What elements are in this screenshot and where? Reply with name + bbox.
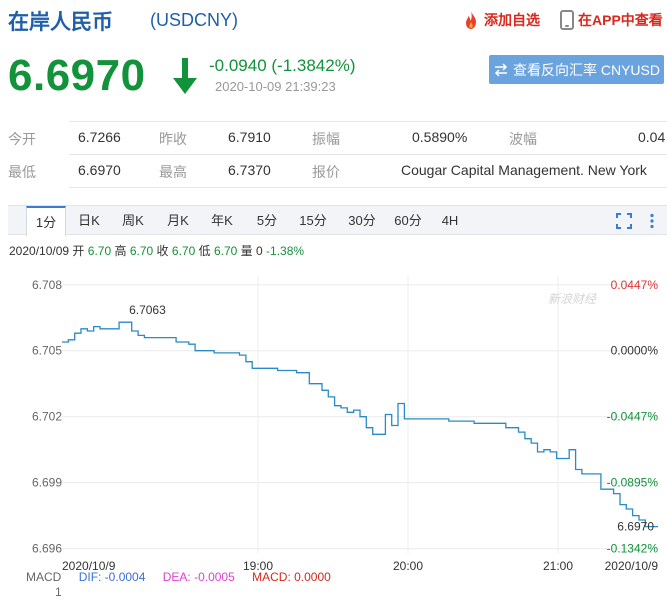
pct-tick-label: 0.0447% xyxy=(611,278,659,292)
macd-title: MACD xyxy=(26,570,62,584)
tab-60min[interactable]: 60分 xyxy=(394,213,422,228)
high-value: 6.7370 xyxy=(228,162,271,178)
tab-monthly-k[interactable]: 月K xyxy=(167,213,189,228)
more-options-icon[interactable] xyxy=(644,213,660,229)
macd-axis-tick: 1 xyxy=(55,585,62,599)
add-favorite-label: 添加自选 xyxy=(484,12,540,28)
info-open: 6.70 xyxy=(87,244,112,258)
price-line xyxy=(62,321,658,528)
y-tick-label: 6.705 xyxy=(32,344,62,358)
header: 在岸人民币 (USDCNY) 添加自选 在APP中查看 xyxy=(0,0,667,40)
low-label: 最低 xyxy=(8,164,36,180)
quoter-value: Cougar Capital Management. New York xyxy=(401,162,647,178)
prev-close-label: 昨收 xyxy=(159,131,187,147)
divider xyxy=(69,187,667,188)
reverse-rate-button[interactable]: 查看反向汇率 CNYUSD xyxy=(489,55,664,84)
quoter-label: 报价 xyxy=(312,164,340,180)
open-value: 6.7266 xyxy=(78,129,121,145)
view-in-app-button[interactable]: 在APP中查看 xyxy=(560,10,663,30)
fullscreen-icon[interactable] xyxy=(616,213,632,229)
max-value-label: 6.7063 xyxy=(129,303,166,317)
tab-1min[interactable]: 1分 xyxy=(26,206,66,236)
macd-dif: DIF: -0.0004 xyxy=(78,570,146,584)
info-volume: 0 xyxy=(256,244,263,258)
divider xyxy=(69,121,667,122)
info-open-label: 开 xyxy=(72,244,85,258)
open-label: 今开 xyxy=(8,131,36,147)
macd-dea: DEA: -0.0005 xyxy=(162,570,235,584)
sina-watermark: 新浪财经 xyxy=(548,292,598,306)
info-high-label: 高 xyxy=(114,244,127,258)
info-pct: -1.38% xyxy=(266,244,305,258)
price-chart[interactable]: 6.708 6.705 6.702 6.699 6.696 0.0447% 0.0000% -… xyxy=(0,258,667,570)
tab-daily-k[interactable]: 日K xyxy=(78,213,100,228)
tab-weekly-k[interactable]: 周K xyxy=(122,213,144,228)
high-label: 最高 xyxy=(159,164,187,180)
tab-yearly-k[interactable]: 年K xyxy=(211,213,233,228)
y-tick-label: 6.696 xyxy=(32,542,62,556)
x-tick-label: 21:00 xyxy=(543,559,573,570)
x-tick-label: 2020/10/9 xyxy=(605,559,659,570)
info-date: 2020/10/09 xyxy=(9,244,70,258)
y-tick-label: 6.702 xyxy=(32,410,62,424)
view-in-app-label: 在APP中查看 xyxy=(578,12,663,28)
pct-tick-label: -0.1342% xyxy=(607,542,659,556)
tab-5min[interactable]: 5分 xyxy=(256,213,278,228)
page-title: 在岸人民币 xyxy=(8,11,113,34)
tab-4h[interactable]: 4H xyxy=(441,213,459,228)
x-tick-label: 2020/10/9 xyxy=(62,559,116,570)
info-high: 6.70 xyxy=(129,244,154,258)
y-tick-label: 6.708 xyxy=(32,278,62,292)
divider xyxy=(69,154,667,155)
pct-tick-label: -0.0895% xyxy=(607,476,659,490)
volatility-value: 0.04 xyxy=(638,129,666,145)
tab-15min[interactable]: 15分 xyxy=(299,213,327,228)
symbol-code: (USDCNY) xyxy=(150,10,238,30)
info-close-label: 收 xyxy=(156,244,169,258)
quote-row: 最低 6.6970 最高 6.7370 报价 Cougar Capital Ma… xyxy=(0,162,667,193)
amplitude-value: 0.5890% xyxy=(412,129,468,145)
swap-arrows-icon xyxy=(494,62,508,77)
x-tick-label: 20:00 xyxy=(393,559,423,570)
ohlc-info: 2020/10/09 开 6.70 高 6.70 收 6.70 低 6.70 量… xyxy=(9,242,304,259)
low-value: 6.6970 xyxy=(78,162,121,178)
prev-close-value: 6.7910 xyxy=(228,129,271,145)
down-arrow-icon xyxy=(173,58,197,94)
pct-tick-label: 0.0000% xyxy=(611,344,659,358)
volatility-label: 波幅 xyxy=(509,131,537,147)
reverse-rate-label: 查看反向汇率 CNYUSD xyxy=(512,61,660,78)
macd-legend: MACD DIF: -0.0004 DEA: -0.0005 MACD: 0.0… xyxy=(26,570,345,584)
tab-30min[interactable]: 30分 xyxy=(348,213,376,228)
info-volume-label: 量 xyxy=(240,244,253,258)
add-favorite-button[interactable]: 添加自选 xyxy=(462,10,540,30)
macd-value: MACD: 0.0000 xyxy=(252,570,331,584)
last-value-label: 6.6970 xyxy=(617,520,654,534)
quote-row: 今开 6.7266 昨收 6.7910 振幅 0.5890% 波幅 0.04 xyxy=(0,129,667,160)
pct-tick-label: -0.0447% xyxy=(607,410,659,424)
y-tick-label: 6.699 xyxy=(32,476,62,490)
current-price: 6.6970 xyxy=(8,51,146,100)
price-change: -0.0940 (-1.3842%) xyxy=(209,56,356,75)
fire-icon xyxy=(466,11,476,29)
quote-timestamp: 2020-10-09 21:39:23 xyxy=(215,79,336,94)
chart-period-tabs: 1分 日K 周K 月K 年K 5分 15分 30分 60分 4H xyxy=(8,205,667,236)
phone-icon xyxy=(560,10,574,30)
amplitude-label: 振幅 xyxy=(312,131,340,147)
x-tick-label: 19:00 xyxy=(243,559,273,570)
info-close: 6.70 xyxy=(171,244,196,258)
info-low: 6.70 xyxy=(213,244,238,258)
info-low-label: 低 xyxy=(198,244,211,258)
